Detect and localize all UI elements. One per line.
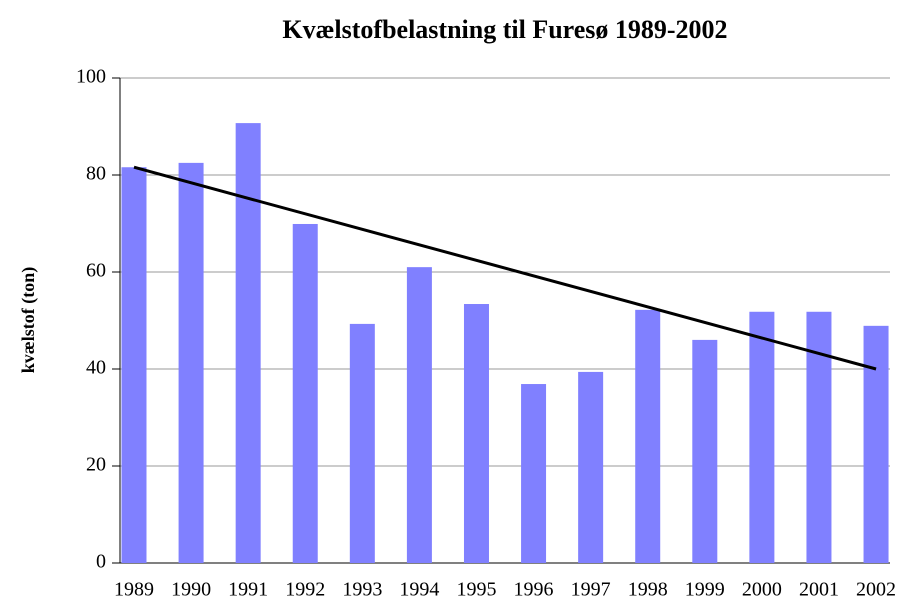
bar: [121, 167, 147, 564]
x-tick-label: 1993: [342, 579, 382, 601]
x-tick-label: 2002: [856, 579, 896, 601]
bar: [578, 371, 604, 563]
bar: [292, 223, 318, 564]
x-tick-label: 1996: [514, 579, 554, 601]
bar: [521, 384, 547, 563]
x-tick-label: 1990: [171, 579, 211, 601]
x-tick-label: 1999: [685, 579, 725, 601]
bar: [635, 309, 661, 563]
x-tick-label: 1994: [399, 579, 439, 601]
x-tick-label: 2000: [742, 579, 782, 601]
bar: [692, 339, 718, 563]
y-axis-label: kvælstof (ton): [18, 267, 39, 374]
x-tick-label: 1995: [456, 579, 496, 601]
bar: [463, 304, 489, 563]
x-tick-label: 1998: [628, 579, 668, 601]
bar: [863, 325, 889, 563]
bar: [349, 323, 375, 563]
y-tick-label: 100: [76, 66, 106, 88]
y-tick-label: 60: [86, 260, 106, 282]
x-tick-label: 1991: [228, 579, 268, 601]
bar: [235, 123, 261, 563]
bar: [178, 162, 204, 563]
y-tick-label: 0: [96, 551, 106, 573]
bar: [406, 267, 432, 563]
x-tick-label: 1989: [114, 579, 154, 601]
x-tick-label: 1992: [285, 579, 325, 601]
chart-title: Kvælstofbelastning til Furesø 1989-2002: [282, 15, 727, 44]
y-tick-label: 80: [86, 163, 106, 185]
bar: [806, 311, 832, 563]
y-tick-label: 40: [86, 357, 106, 379]
x-tick-label: 1997: [571, 579, 611, 601]
x-tick-label: 2001: [799, 579, 839, 601]
y-tick-label: 20: [86, 454, 106, 476]
trend-line: [133, 165, 877, 371]
bar: [749, 311, 775, 563]
